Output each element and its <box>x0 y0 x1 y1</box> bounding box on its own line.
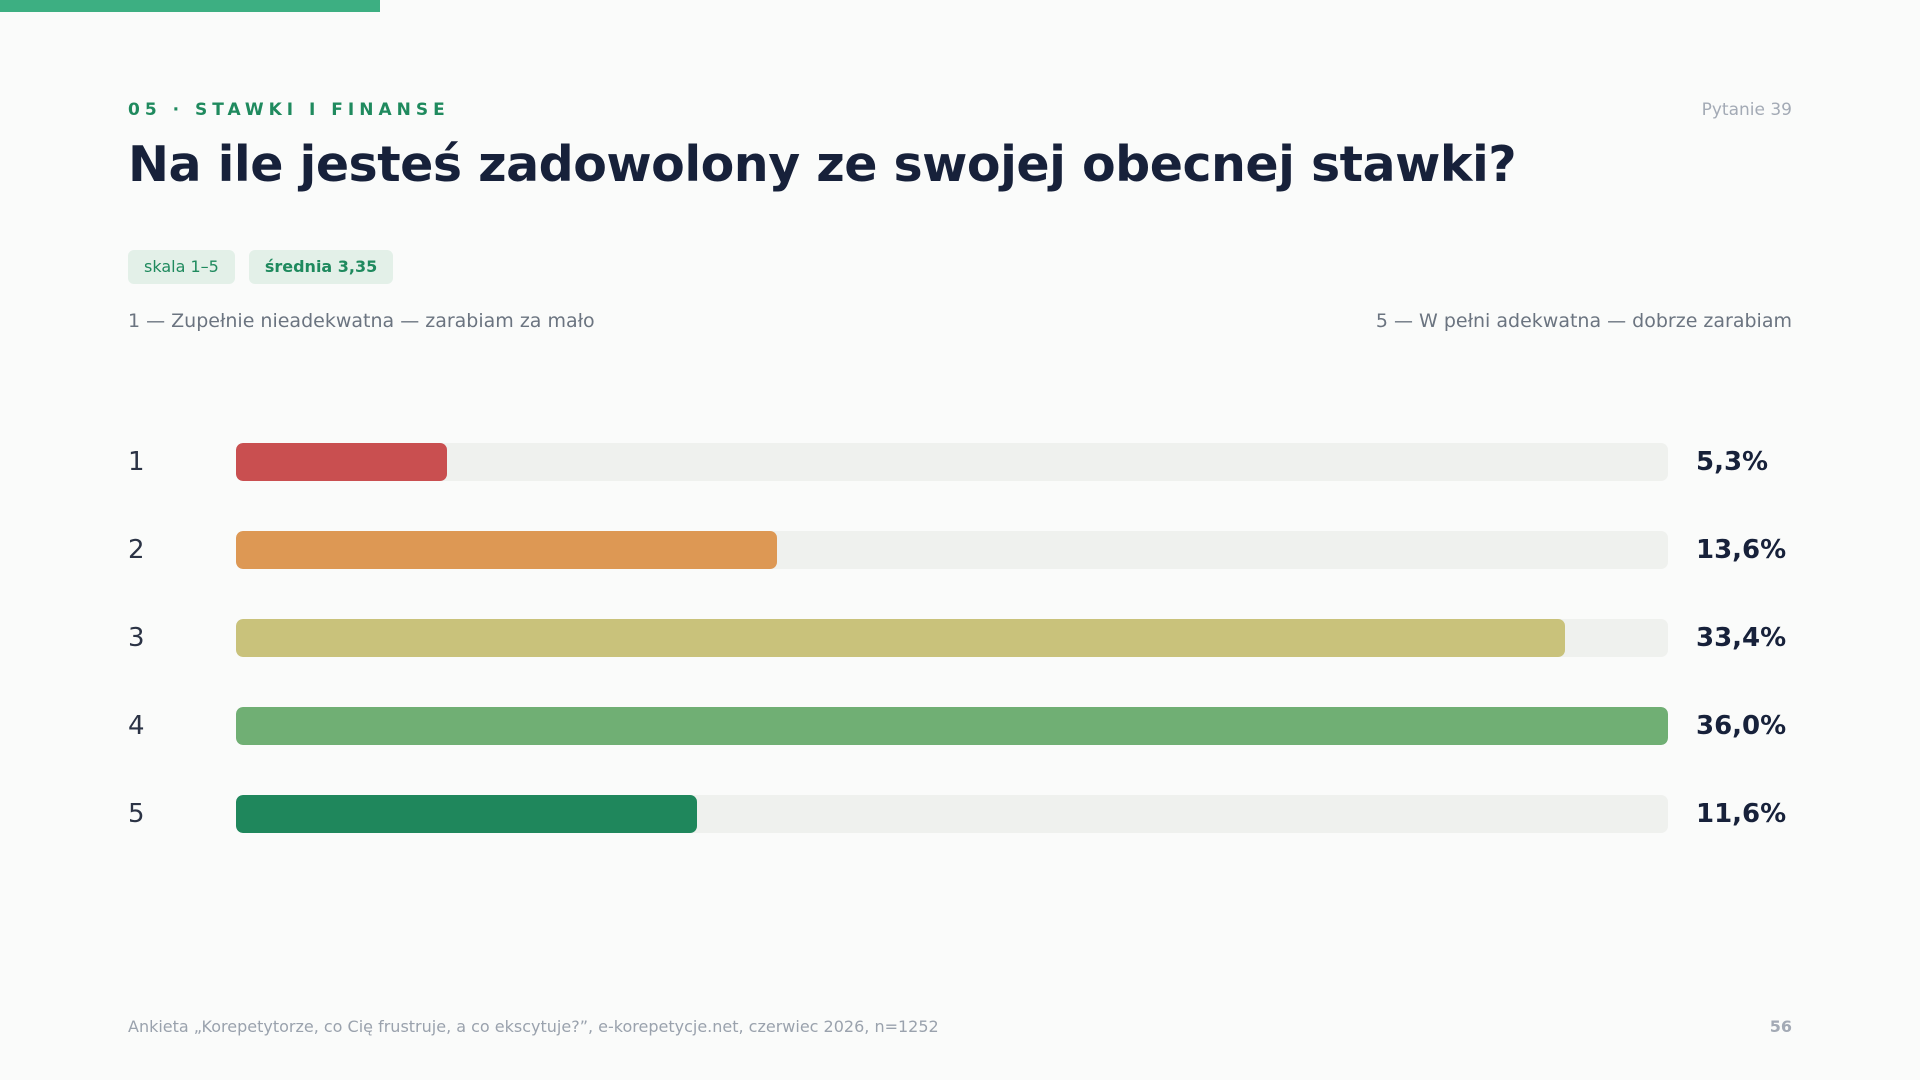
section-label: 05 · STAWKI I FINANSE <box>128 100 450 120</box>
bar-track <box>236 443 1668 481</box>
bar-chart: 1 5,3% 2 13,6% 3 33,4% 4 36,0% 5 11,6% <box>128 443 1792 883</box>
bar-fill-1 <box>236 443 447 481</box>
bar-fill-3 <box>236 619 1565 657</box>
scale-low-label: 1 — Zupełnie nieadekwatna — zarabiam za … <box>128 310 595 332</box>
bar-fill-2 <box>236 531 777 569</box>
bar-value-label: 5,3% <box>1696 447 1769 477</box>
average-badge: średnia 3,35 <box>248 250 394 284</box>
accent-bar <box>0 0 380 12</box>
bar-track <box>236 795 1668 833</box>
badge-group: skala 1–5 średnia 3,35 <box>128 250 394 284</box>
bar-value-label: 33,4% <box>1696 623 1787 653</box>
bar-fill-5 <box>236 795 698 833</box>
page-number: 56 <box>1769 1017 1792 1036</box>
bar-value-label: 11,6% <box>1696 799 1787 829</box>
question-number: Pytanie 39 <box>1701 100 1792 120</box>
bar-track <box>236 619 1668 657</box>
bar-row-3: 3 33,4% <box>128 619 1792 657</box>
bar-category-label: 4 <box>128 711 145 741</box>
bar-category-label: 3 <box>128 623 145 653</box>
bar-row-2: 2 13,6% <box>128 531 1792 569</box>
bar-fill-4 <box>236 707 1668 745</box>
page-title: Na ile jesteś zadowolony ze swojej obecn… <box>128 136 1517 193</box>
bar-row-1: 1 5,3% <box>128 443 1792 481</box>
scale-badge: skala 1–5 <box>128 250 235 284</box>
bar-track <box>236 707 1668 745</box>
bar-category-label: 5 <box>128 799 145 829</box>
bar-row-5: 5 11,6% <box>128 795 1792 833</box>
bar-value-label: 13,6% <box>1696 535 1787 565</box>
bar-row-4: 4 36,0% <box>128 707 1792 745</box>
bar-category-label: 1 <box>128 447 145 477</box>
bar-track <box>236 531 1668 569</box>
source-note: Ankieta „Korepetytorze, co Cię frustruje… <box>128 1017 939 1036</box>
scale-high-label: 5 — W pełni adekwatna — dobrze zarabiam <box>1375 310 1792 332</box>
bar-category-label: 2 <box>128 535 145 565</box>
bar-value-label: 36,0% <box>1696 711 1787 741</box>
